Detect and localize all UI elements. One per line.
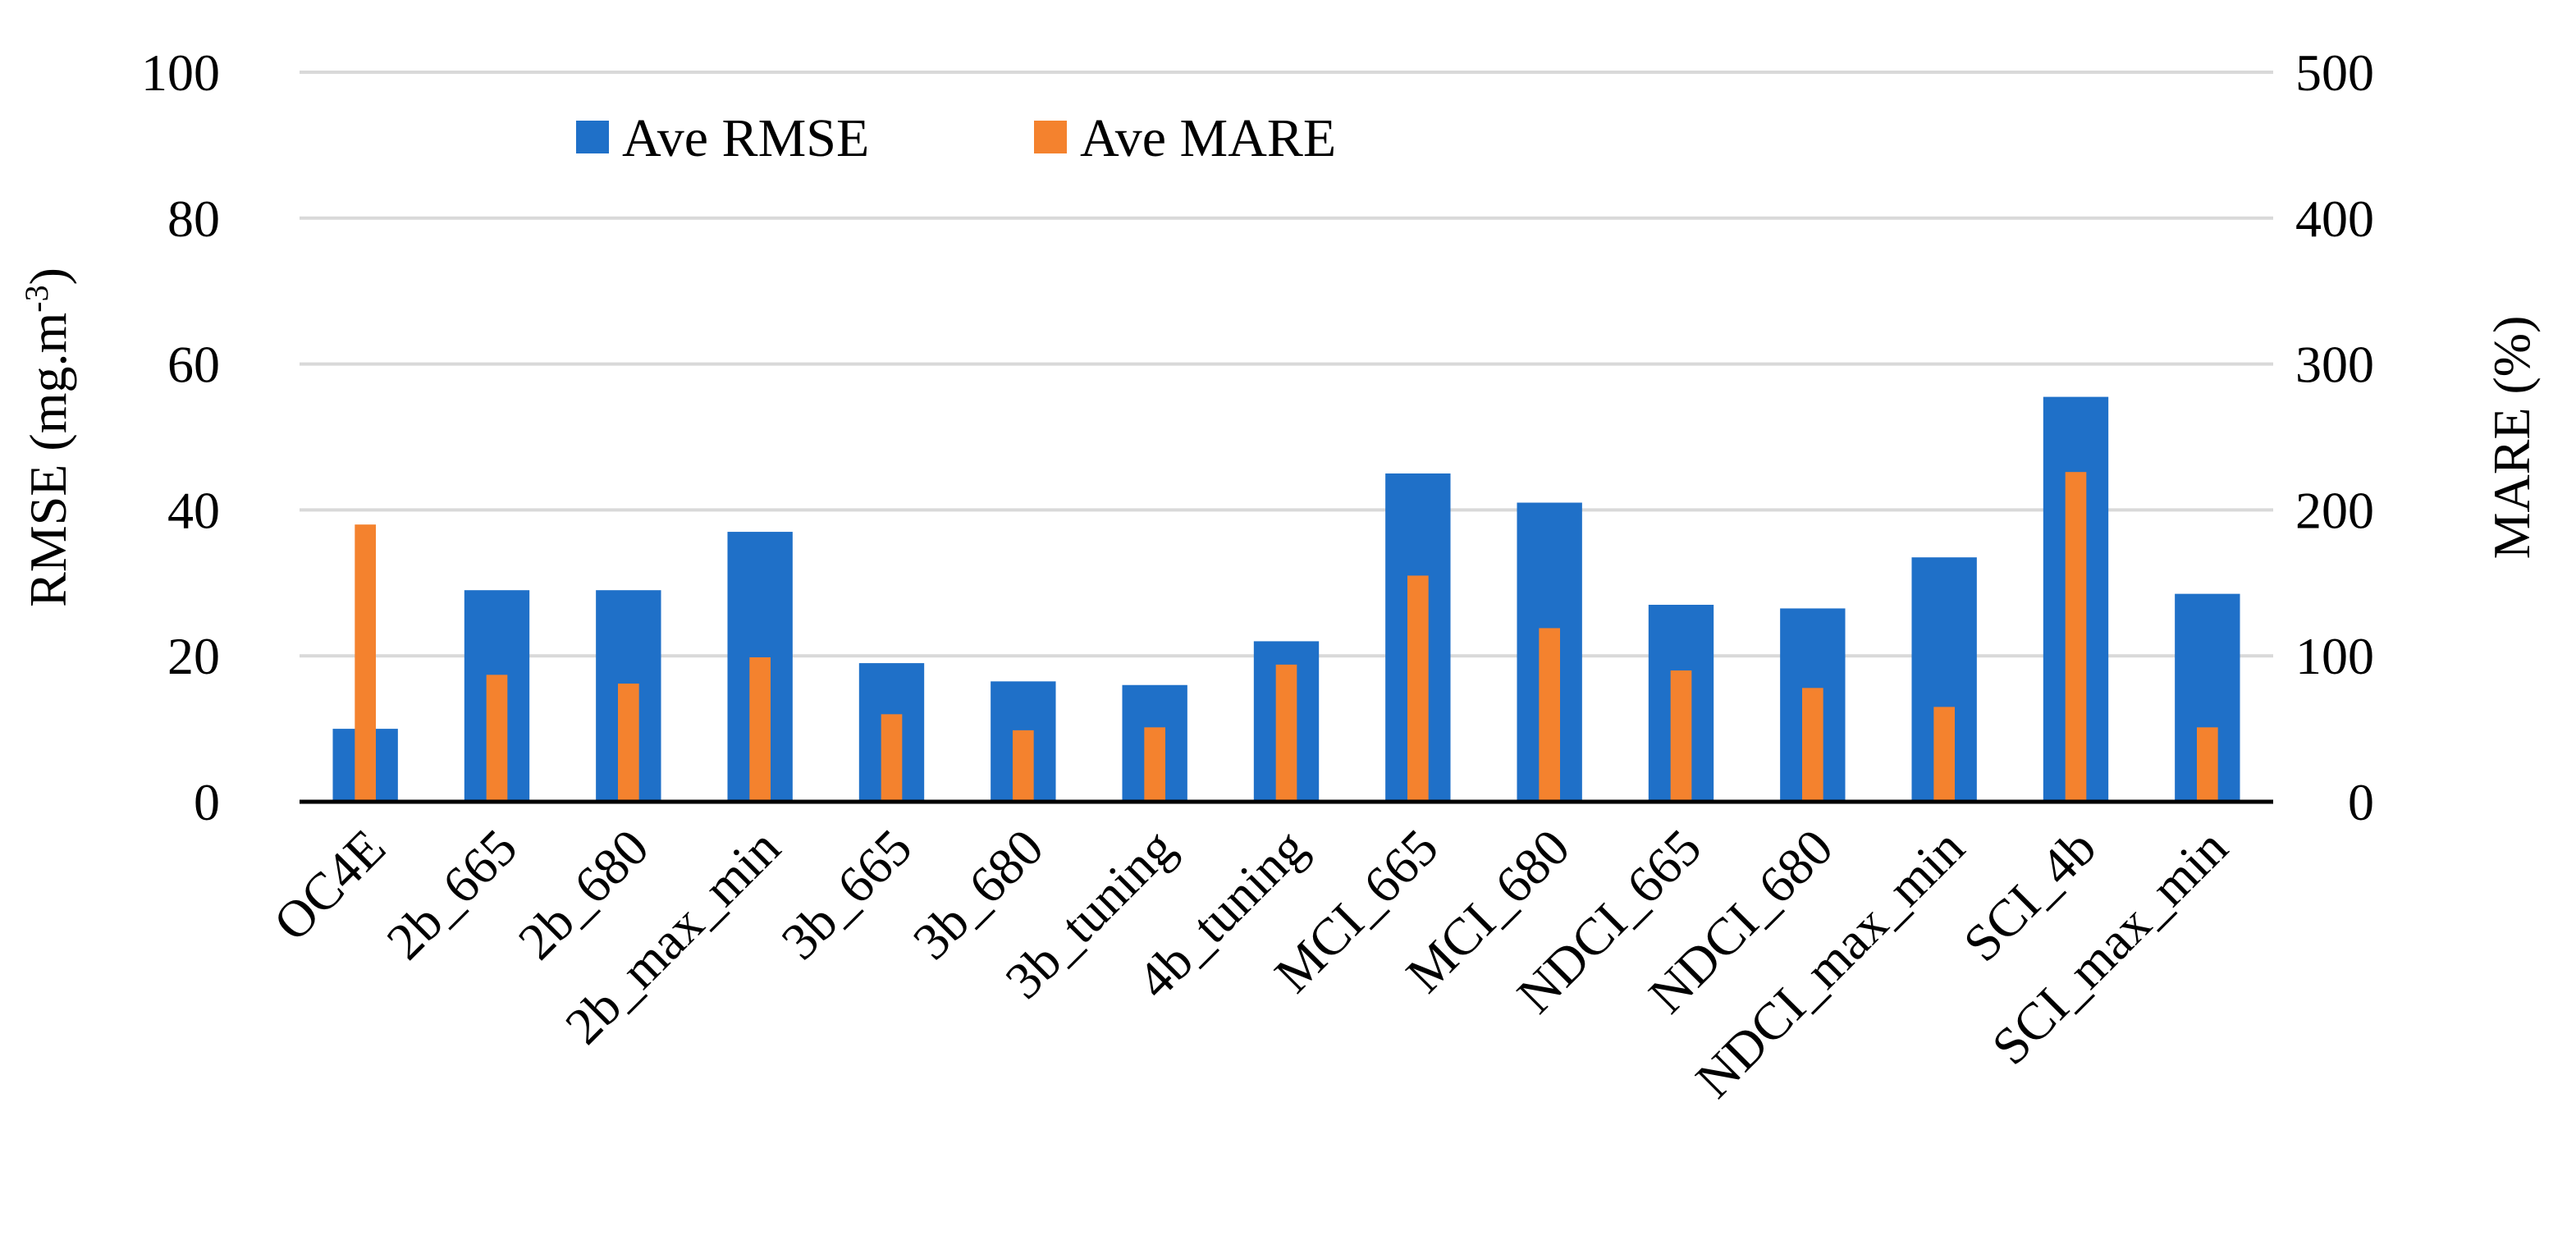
bar-ave-mare-3b-680 — [1013, 730, 1034, 802]
x-tick-3b-665: 3b_665 — [770, 818, 922, 971]
bar-ave-mare-mci-665 — [1407, 575, 1429, 802]
bar-ave-mare-ndci-max-min — [1933, 707, 1955, 802]
legend-label-ave-mare: Ave MARE — [1080, 108, 1336, 168]
y-left-axis-title-main: RMSE (mg.m — [19, 313, 77, 607]
x-tick-2b-665: 2b_665 — [375, 818, 528, 971]
bars — [332, 396, 2240, 802]
legend-swatch-ave-rmse — [576, 121, 609, 153]
bar-ave-mare-ndci-665 — [1670, 670, 1692, 802]
legend-label-ave-rmse: Ave RMSE — [622, 108, 869, 168]
y-left-tick-60: 60 — [167, 336, 220, 394]
y-left-axis-title-sup: -3 — [18, 285, 55, 312]
bar-ave-mare-ndci-680 — [1802, 688, 1823, 802]
y-right-tick-500: 500 — [2295, 43, 2374, 102]
y-left-tick-20: 20 — [167, 627, 220, 685]
bar-ave-mare-2b-665 — [486, 675, 508, 802]
y-left-tick-40: 40 — [167, 481, 220, 539]
x-tick-oc4e: OC4E — [263, 818, 396, 952]
y-right-tick-200: 200 — [2295, 481, 2374, 539]
y-left-tick-80: 80 — [167, 190, 220, 248]
y-right-tick-400: 400 — [2295, 190, 2374, 248]
y-right-axis-title: MARE (%) — [2482, 316, 2541, 560]
bar-ave-mare-mci-680 — [1539, 628, 1560, 802]
legend-swatch-ave-mare — [1034, 121, 1067, 153]
bar-ave-mare-oc4e — [355, 524, 376, 802]
bar-ave-mare-2b-max-min — [749, 657, 771, 802]
axes: 0204060801000100200300400500OC4E2b_6652b… — [141, 43, 2374, 1109]
y-left-tick-0: 0 — [194, 773, 220, 831]
y-right-tick-100: 100 — [2295, 627, 2374, 685]
y-left-axis-title-end: ) — [19, 268, 77, 285]
bar-ave-mare-2b-680 — [618, 683, 639, 802]
legend: Ave RMSE Ave MARE — [576, 108, 1336, 168]
bar-ave-mare-3b-665 — [881, 714, 903, 802]
bar-ave-mare-4b-tuning — [1275, 664, 1297, 802]
bar-ave-mare-sci-4b — [2065, 472, 2087, 802]
y-right-tick-0: 0 — [2348, 773, 2374, 831]
y-right-tick-300: 300 — [2295, 336, 2374, 394]
y-left-tick-100: 100 — [141, 43, 220, 102]
bar-ave-mare-sci-max-min — [2197, 727, 2218, 802]
x-tick-sci-max-min: SCI_max_min — [1981, 818, 2239, 1076]
bar-ave-mare-3b-tuning — [1144, 727, 1165, 802]
y-left-axis-title: RMSE (mg.m-3) — [18, 268, 78, 607]
